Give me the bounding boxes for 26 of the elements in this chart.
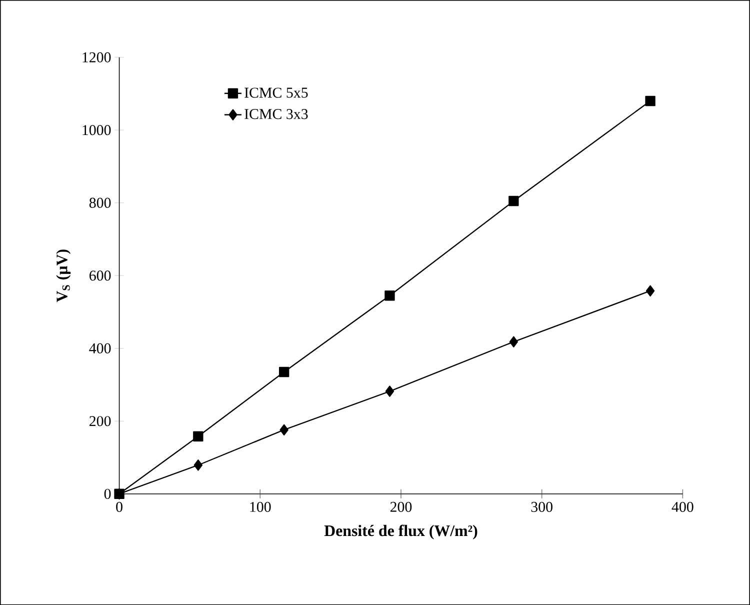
x-tick-label: 400 bbox=[672, 502, 694, 512]
point bbox=[194, 459, 203, 471]
y-tick-label: 400 bbox=[89, 343, 111, 354]
legend-label: ICMC 5x5 bbox=[244, 88, 308, 98]
y-tick-label: 1000 bbox=[82, 124, 111, 136]
x-tick-label: 300 bbox=[531, 502, 552, 512]
y-tick-label: 600 bbox=[90, 270, 111, 281]
x-tick-label: 200 bbox=[390, 502, 412, 512]
x-axis-title: Densité de flux (W/m²) bbox=[324, 524, 478, 540]
x-tick-label: 0 bbox=[116, 502, 122, 512]
point bbox=[280, 424, 288, 436]
point bbox=[509, 336, 518, 348]
y-axis-title: V$_{S}$ (µV) bbox=[56, 250, 71, 302]
point bbox=[385, 386, 394, 397]
point bbox=[645, 96, 656, 106]
y-tick-label: 0 bbox=[104, 488, 111, 499]
point bbox=[278, 366, 290, 378]
y-tick-label: 200 bbox=[90, 416, 111, 426]
y-tick-label: 800 bbox=[89, 198, 111, 208]
point bbox=[508, 196, 519, 206]
point bbox=[193, 431, 204, 442]
legend-label: ICMC 3x3 bbox=[244, 108, 308, 120]
point bbox=[384, 290, 395, 301]
y-tick-label: 1200 bbox=[82, 52, 111, 62]
x-tick-label: 100 bbox=[250, 502, 271, 512]
point bbox=[646, 285, 655, 296]
